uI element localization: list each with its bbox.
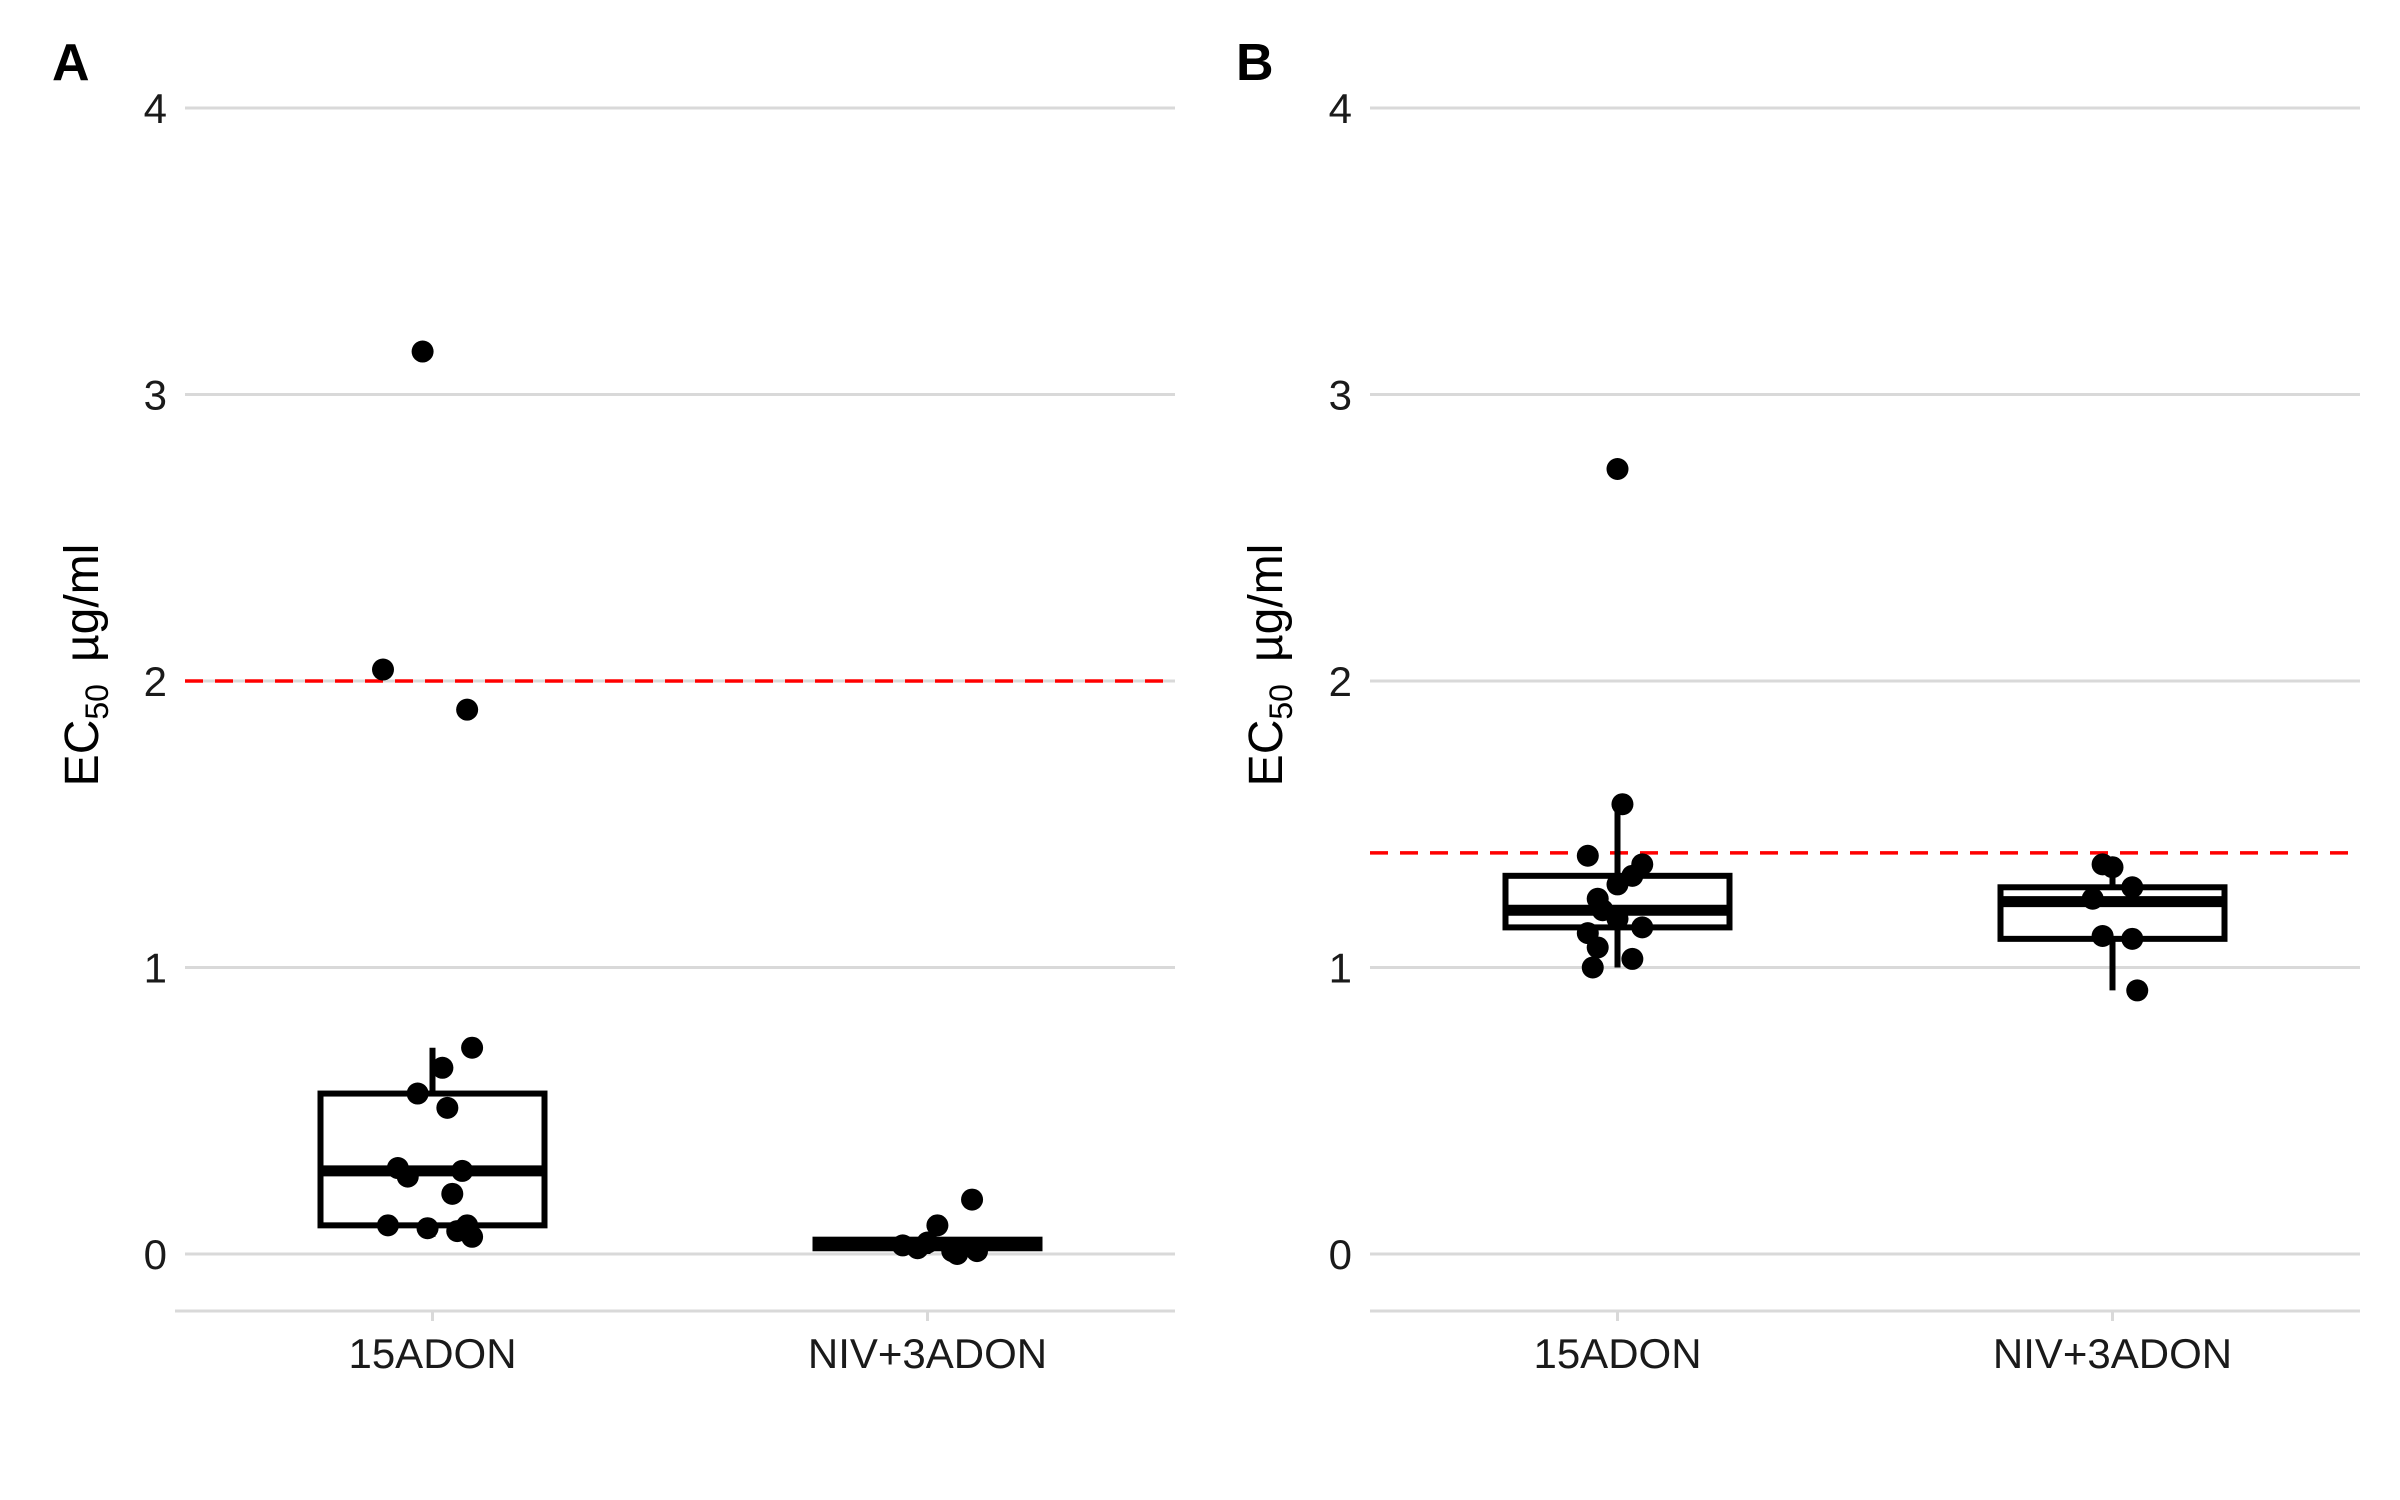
panel-a-yticks: 0 1 2 3 4 [144, 85, 167, 1278]
panel-a-data-point [946, 1243, 969, 1265]
panel-b: B 0 1 2 3 4 15ADON NIV+3ADON EC50µg/ml [1236, 34, 2360, 1377]
panel-b-data-point [1606, 457, 1629, 480]
panel-a-data-point [926, 1214, 949, 1237]
panel-a-data-point [372, 658, 394, 681]
panel-b-data-point [2091, 924, 2114, 947]
panel-a-data-point [966, 1240, 988, 1263]
panel-a-data-point [411, 340, 434, 363]
panel-a-data-point [416, 1217, 439, 1240]
panel-a-y-axis-title: EC50µg/ml [56, 544, 115, 787]
panel-a-data-point [441, 1182, 464, 1205]
panel-b-data-point [1606, 873, 1629, 896]
panel-a-y-tick-label: 0 [144, 1231, 167, 1278]
panel-b-data-point [1606, 907, 1629, 930]
panel-a-data-point [431, 1056, 454, 1079]
panel-a-y-tick-label: 2 [144, 658, 167, 705]
panel-a-grid [175, 106, 1175, 1313]
panel-b-data-point [2126, 979, 2149, 1002]
panel-a-data-point [436, 1096, 459, 1119]
panel-b-y-tick-label: 0 [1329, 1231, 1352, 1278]
panel-a-box [317, 1047, 548, 1237]
panel-b-y-axis-title: EC50µg/ml [1240, 544, 1299, 787]
panel-b-x-tick-label: 15ADON [1533, 1330, 1701, 1377]
panel-b-data-point [1586, 936, 1609, 959]
panel-a-data-point [461, 1225, 484, 1248]
panel-a-xticks: 15ADON NIV+3ADON [348, 1311, 1047, 1377]
panel-a-data-point [456, 698, 479, 721]
panel-a-data-point [451, 1159, 474, 1182]
panel-b-y-tick-label: 1 [1329, 945, 1352, 992]
panel-a-x-tick-label: NIV+3ADON [808, 1330, 1047, 1377]
panel-b-boxes [1502, 807, 2228, 991]
panel-a-data-point [961, 1188, 984, 1211]
box-iqr [317, 1090, 548, 1229]
panel-b-box [1997, 864, 2228, 991]
panel-b-points [1576, 457, 2149, 1002]
panel-b-y-tick-label: 2 [1329, 658, 1352, 705]
panel-b-y-tick-label: 3 [1329, 372, 1352, 419]
panel-b-data-point [1621, 947, 1644, 970]
panel-b-data-point [2121, 927, 2144, 950]
panel-a-x-tick-label: 15ADON [348, 1330, 516, 1377]
panel-a-data-point [406, 1082, 429, 1105]
panel-a-y-tick-label: 3 [144, 372, 167, 419]
panel-b-yticks: 0 1 2 3 4 [1329, 85, 1352, 1278]
panel-b-data-point [2121, 876, 2144, 899]
panel-b-label: B [1236, 34, 1274, 92]
panel-a-data-point [376, 1214, 399, 1237]
panel-b-data-point [2101, 856, 2124, 879]
panel-a-points [372, 340, 988, 1265]
panel-a-data-point [906, 1237, 929, 1260]
panel-a-data-point [461, 1036, 484, 1059]
panel-b-xticks: 15ADON NIV+3ADON [1533, 1311, 2232, 1377]
panel-b-x-tick-label: NIV+3ADON [1993, 1330, 2232, 1377]
panel-a-y-tick-label: 4 [144, 85, 167, 132]
panel-a: A 0 1 2 3 4 15ADON NIV+3ADON EC50µg/ml [52, 34, 1175, 1377]
panel-b-data-point [1576, 844, 1599, 867]
panel-b-data-point [2081, 887, 2104, 910]
box-iqr [1997, 884, 2228, 942]
panel-b-data-point [1581, 956, 1604, 979]
panel-a-data-point [396, 1165, 419, 1188]
panel-b-y-tick-label: 4 [1329, 85, 1352, 132]
panel-b-data-point [1631, 916, 1654, 939]
panel-b-grid [1370, 106, 2360, 1313]
panel-a-y-tick-label: 1 [144, 945, 167, 992]
panel-b-data-point [1611, 793, 1634, 816]
panel-a-label: A [52, 34, 90, 92]
